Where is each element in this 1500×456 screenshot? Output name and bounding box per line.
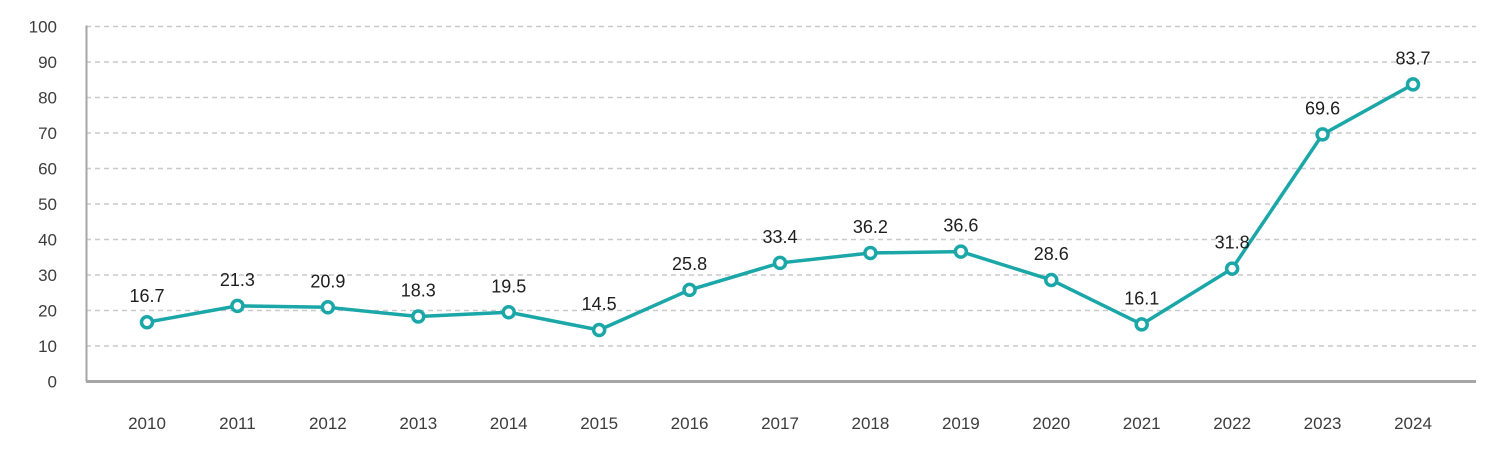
data-point-label: 69.6 (1305, 98, 1340, 118)
data-point-marker (1405, 77, 1421, 92)
data-point-marker (1315, 127, 1330, 142)
y-axis-tick-label: 10 (38, 337, 57, 356)
y-axis-tick-label: 40 (38, 231, 57, 250)
x-axis-tick-label: 2013 (399, 414, 437, 433)
y-axis-tick-label: 80 (38, 89, 57, 108)
data-point-label: 19.5 (491, 276, 526, 296)
data-point-label: 18.3 (401, 281, 436, 301)
x-axis-tick-label: 2019 (942, 414, 980, 433)
data-point-marker (591, 322, 607, 338)
data-point-marker (139, 314, 155, 330)
data-point-marker (320, 300, 336, 315)
data-point-label: 33.4 (762, 227, 797, 247)
x-axis-tick-label: 2015 (580, 414, 618, 433)
x-axis-tick-label: 2024 (1394, 414, 1432, 433)
data-point-label: 36.6 (943, 216, 978, 236)
data-point-label: 28.6 (1034, 244, 1069, 264)
data-point-label: 16.1 (1124, 288, 1159, 308)
y-axis-tick-label: 100 (29, 18, 57, 37)
data-point-marker (772, 255, 788, 271)
y-axis-tick-label: 0 (48, 373, 57, 392)
data-point-marker (501, 305, 516, 320)
x-axis-tick-label: 2021 (1123, 414, 1161, 433)
x-axis-tick-label: 2017 (761, 414, 799, 433)
y-axis-tick-label: 60 (38, 160, 57, 179)
y-axis-tick-label: 70 (38, 124, 57, 143)
x-axis-tick-label: 2011 (219, 414, 256, 433)
data-point-marker (682, 282, 697, 298)
data-point-marker (1224, 261, 1240, 276)
data-point-label: 16.7 (129, 286, 164, 306)
x-axis-tick-label: 2010 (128, 414, 166, 433)
data-line (145, 82, 1415, 332)
y-axis-tick-label: 30 (38, 266, 57, 285)
data-point-marker (1134, 317, 1149, 332)
data-point-marker (1044, 272, 1059, 288)
x-axis-tick-label: 2023 (1304, 414, 1342, 433)
y-axis-tick-label: 90 (38, 53, 57, 72)
x-axis-tick-label: 2020 (1032, 414, 1070, 433)
data-point-label: 31.8 (1215, 233, 1250, 253)
data-point-label: 20.9 (310, 271, 345, 291)
data-point-marker (230, 298, 245, 314)
x-axis-tick-label: 2016 (671, 414, 709, 433)
data-point-label: 36.2 (853, 217, 888, 237)
y-axis-tick-label: 20 (38, 302, 57, 321)
data-point-label: 21.3 (220, 270, 255, 290)
data-point-marker (863, 245, 878, 261)
data-point-marker (953, 244, 969, 259)
x-axis-tick-label: 2012 (309, 414, 347, 433)
data-point-label: 14.5 (582, 294, 617, 314)
y-axis-tick-label: 50 (38, 195, 57, 214)
x-axis-tick-label: 2014 (490, 414, 528, 433)
x-axis-tick-label: 2022 (1213, 414, 1251, 433)
data-point-label: 83.7 (1395, 48, 1430, 68)
data-point-label: 25.8 (672, 254, 707, 274)
data-point-marker (411, 309, 426, 324)
x-axis-tick-label: 2018 (852, 414, 890, 433)
